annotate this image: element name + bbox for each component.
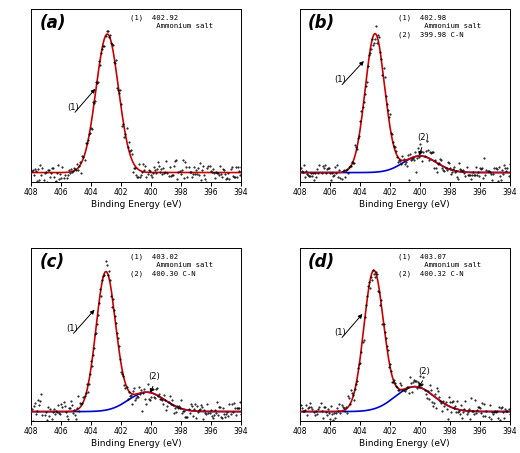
Text: (1)  402.92
      Ammonium salt: (1) 402.92 Ammonium salt (130, 14, 213, 29)
X-axis label: Binding Energy (eV): Binding Energy (eV) (91, 439, 181, 448)
Text: (a): (a) (40, 14, 66, 32)
X-axis label: Binding Energy (eV): Binding Energy (eV) (359, 200, 450, 208)
Text: (1): (1) (66, 323, 77, 333)
X-axis label: Binding Energy (eV): Binding Energy (eV) (91, 200, 181, 208)
Text: (d): (d) (308, 253, 335, 271)
Text: (1)  403.07
      Ammonium salt
(2)  400.32 C-N: (1) 403.07 Ammonium salt (2) 400.32 C-N (398, 253, 482, 277)
Text: (b): (b) (308, 14, 335, 32)
Text: (1)  403.02
      Ammonium salt
(2)  400.30 C-N: (1) 403.02 Ammonium salt (2) 400.30 C-N (130, 253, 213, 277)
Text: (2): (2) (417, 133, 428, 142)
Text: (1)  402.98
      Ammonium salt
(2)  399.98 C-N: (1) 402.98 Ammonium salt (2) 399.98 C-N (398, 14, 482, 38)
Text: (1): (1) (67, 102, 79, 111)
Text: (1): (1) (334, 75, 346, 84)
Text: (c): (c) (40, 253, 64, 271)
Text: (1): (1) (334, 328, 346, 337)
Text: (2): (2) (148, 372, 160, 381)
X-axis label: Binding Energy (eV): Binding Energy (eV) (359, 439, 450, 448)
Text: (2): (2) (418, 366, 430, 376)
